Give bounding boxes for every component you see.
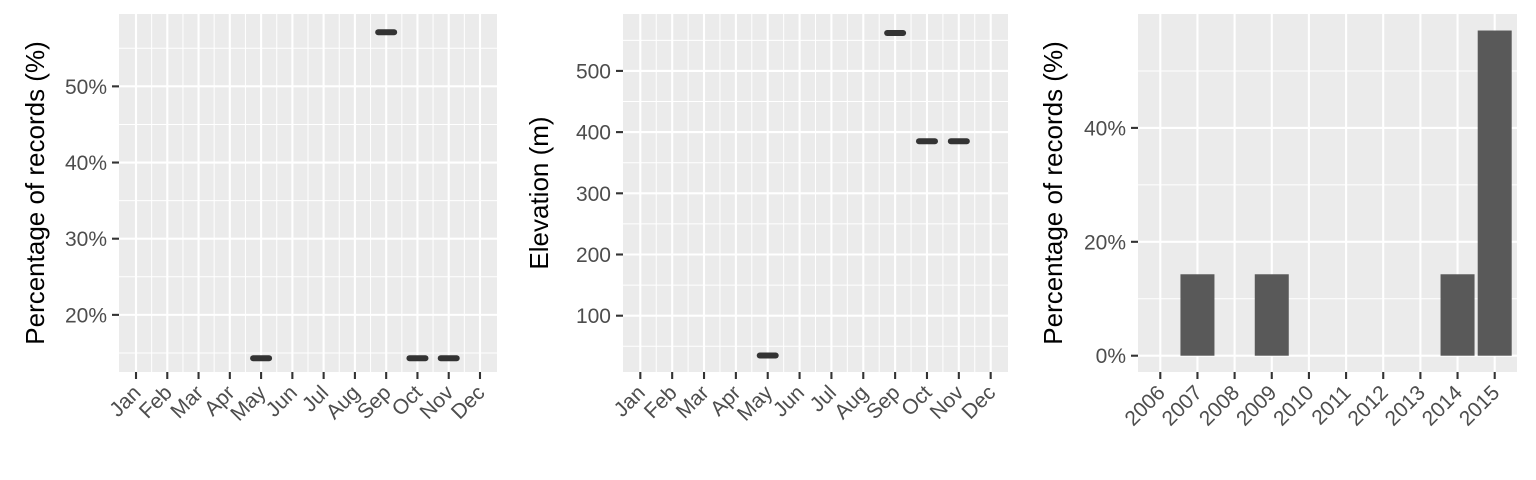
x-tick-label: 2006 bbox=[1121, 381, 1170, 430]
y-tick-label: 200 bbox=[576, 244, 611, 267]
x-tick-label: 2011 bbox=[1307, 381, 1355, 429]
y-axis-title: Elevation (m) bbox=[524, 116, 554, 269]
y-axis-title: Percentage of records (%) bbox=[1038, 41, 1068, 344]
y-tick-label: 500 bbox=[576, 60, 611, 83]
x-tick-label: 2008 bbox=[1195, 381, 1244, 430]
x-tick-label: 2013 bbox=[1381, 381, 1430, 430]
x-tick-label: Oct bbox=[897, 381, 936, 420]
x-tick-label: Jun bbox=[769, 381, 809, 421]
y-tick-label: 40% bbox=[65, 152, 107, 175]
chart-panel-1: 20%30%40%50%JanFebMarAprMayJunJulAugSepO… bbox=[20, 14, 497, 426]
bar-2009 bbox=[1254, 274, 1289, 356]
x-tick-label: 2014 bbox=[1418, 381, 1468, 431]
x-tick-label: Dec bbox=[447, 381, 490, 424]
x-tick-label: 2015 bbox=[1455, 381, 1504, 430]
bar-2007 bbox=[1180, 274, 1215, 356]
y-tick-label: 20% bbox=[1084, 231, 1126, 254]
y-tick-label: 400 bbox=[576, 122, 611, 145]
x-tick-label: 2007 bbox=[1158, 381, 1207, 430]
y-axis-title: Percentage of records (%) bbox=[20, 41, 50, 344]
x-tick-label: Jun bbox=[262, 381, 302, 421]
y-tick-label: 0% bbox=[1096, 345, 1126, 368]
x-tick-label: Dec bbox=[958, 381, 1001, 424]
y-tick-label: 20% bbox=[65, 304, 107, 327]
x-tick-label: 2009 bbox=[1232, 381, 1281, 430]
x-tick-label: 2012 bbox=[1343, 381, 1392, 430]
chart-panel-3: 0% 20% 40% 20062007200820092010201120122013… bbox=[1038, 14, 1517, 431]
y-tick-label: 50% bbox=[65, 76, 107, 99]
y-tick-label: 30% bbox=[65, 228, 107, 251]
y-tick-label: 40% bbox=[1084, 117, 1126, 140]
x-tick-label: Jan bbox=[610, 381, 650, 421]
chart-panel-2: 100200300400500JanFebMarAprMayJunJulAugS… bbox=[524, 14, 1008, 426]
y-tick-label: 300 bbox=[576, 183, 611, 206]
y-tick-label: 100 bbox=[576, 305, 611, 328]
x-tick-label: 2010 bbox=[1269, 381, 1318, 430]
bar-2015 bbox=[1477, 30, 1512, 356]
bar-2014 bbox=[1440, 274, 1475, 356]
